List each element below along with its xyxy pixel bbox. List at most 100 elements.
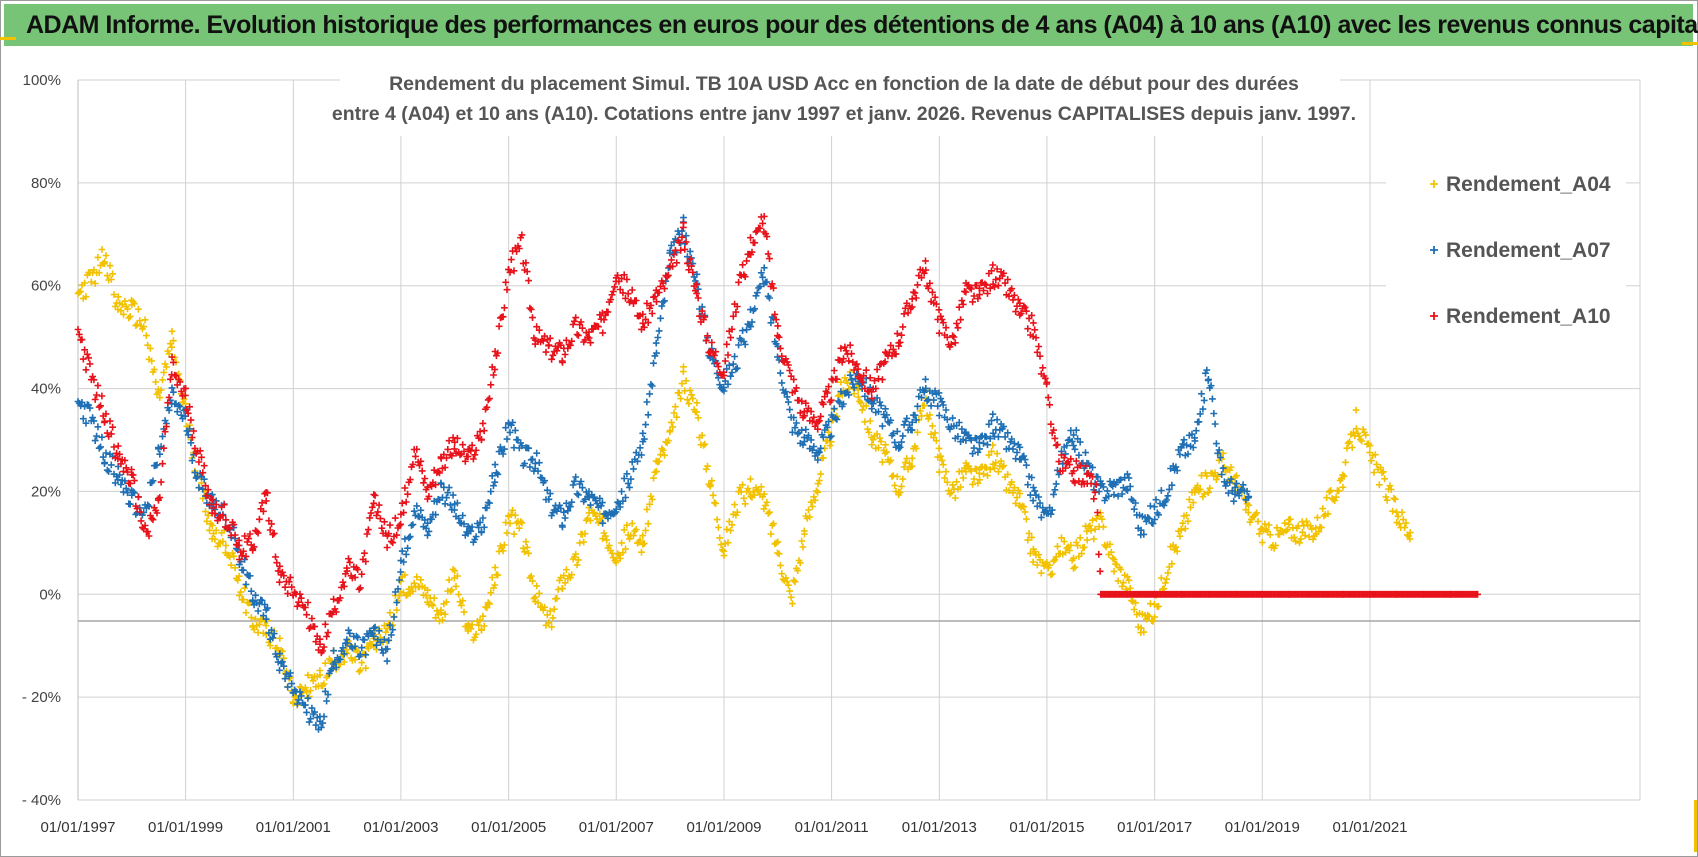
y-tick-label: 0%	[39, 586, 61, 603]
data-point	[363, 530, 371, 538]
data-point	[264, 604, 271, 612]
data-point	[400, 509, 407, 516]
data-point	[86, 404, 94, 412]
data-point	[451, 567, 459, 575]
data-point	[735, 278, 742, 286]
data-point	[264, 489, 271, 497]
data-point	[563, 566, 570, 574]
data-point	[231, 531, 239, 539]
data-point	[454, 434, 461, 442]
data-point	[783, 578, 791, 585]
data-point	[767, 530, 775, 538]
data-point	[287, 669, 294, 677]
data-point	[444, 446, 452, 453]
data-point	[900, 310, 908, 318]
data-point	[441, 610, 449, 618]
data-point	[1090, 495, 1098, 503]
data-point	[575, 332, 582, 339]
data-point	[938, 457, 946, 464]
data-point	[1024, 325, 1032, 333]
data-point	[81, 279, 88, 287]
data-point	[816, 417, 823, 425]
data-point	[488, 574, 496, 581]
data-point	[655, 327, 663, 335]
data-point	[612, 557, 620, 565]
data-point	[670, 409, 678, 417]
data-point	[1211, 469, 1219, 477]
data-point	[593, 515, 601, 523]
data-point	[708, 477, 716, 485]
data-point	[1327, 487, 1335, 494]
data-point	[89, 414, 96, 421]
data-point	[181, 392, 189, 399]
data-point	[1072, 426, 1080, 434]
x-tick-label: 01/01/2011	[795, 819, 869, 836]
data-point	[740, 494, 748, 502]
data-point	[428, 515, 435, 523]
data-point	[560, 508, 568, 516]
data-point	[984, 441, 991, 449]
data-point	[816, 448, 823, 456]
data-point	[648, 496, 656, 503]
data-point	[1033, 561, 1041, 569]
data-point	[149, 477, 157, 485]
data-point	[943, 416, 951, 423]
data-point	[777, 369, 784, 377]
data-point	[852, 361, 859, 369]
data-point	[543, 611, 551, 619]
x-tick-label: 01/01/2005	[471, 819, 546, 836]
data-point	[639, 532, 647, 539]
data-point	[684, 260, 691, 267]
data-point	[157, 386, 165, 394]
series-Rendement_A04	[74, 246, 1414, 709]
data-point	[456, 451, 464, 459]
data-point	[486, 395, 493, 402]
data-point	[639, 310, 647, 318]
data-point	[98, 246, 106, 253]
data-point	[276, 666, 283, 674]
data-point	[836, 399, 843, 406]
data-point	[638, 548, 645, 556]
x-tick-label: 01/01/2013	[902, 819, 977, 836]
data-point	[862, 402, 870, 410]
data-point	[1335, 487, 1343, 495]
data-point	[1054, 441, 1061, 448]
data-point	[1214, 473, 1222, 480]
data-point	[309, 677, 317, 685]
data-point	[212, 501, 220, 508]
data-point	[930, 396, 938, 404]
data-point	[1192, 427, 1200, 435]
data-point	[1222, 482, 1230, 490]
data-point	[121, 297, 129, 305]
data-point	[1028, 474, 1036, 481]
data-point	[686, 248, 694, 255]
data-point	[1047, 571, 1055, 579]
data-point	[830, 367, 838, 374]
data-point	[1151, 503, 1158, 511]
data-point	[499, 547, 507, 555]
data-point	[775, 356, 783, 364]
data-point	[686, 255, 694, 263]
data-point	[1205, 376, 1212, 383]
data-point	[623, 521, 631, 529]
data-point	[1188, 430, 1196, 438]
data-point	[774, 322, 782, 330]
data-point	[1198, 390, 1205, 398]
data-point	[612, 505, 620, 513]
data-point	[497, 443, 504, 451]
data-point	[448, 452, 456, 460]
data-point	[877, 438, 885, 445]
data-point	[445, 437, 453, 445]
data-point	[743, 257, 750, 265]
data-point	[195, 458, 203, 466]
data-point	[595, 323, 602, 331]
data-point	[1254, 518, 1262, 525]
data-point	[920, 388, 928, 396]
data-point	[561, 514, 569, 522]
data-point	[94, 254, 102, 261]
data-point	[219, 512, 227, 519]
data-point	[724, 539, 732, 547]
data-point	[1231, 484, 1239, 491]
data-point	[655, 457, 663, 465]
data-point	[840, 355, 847, 363]
